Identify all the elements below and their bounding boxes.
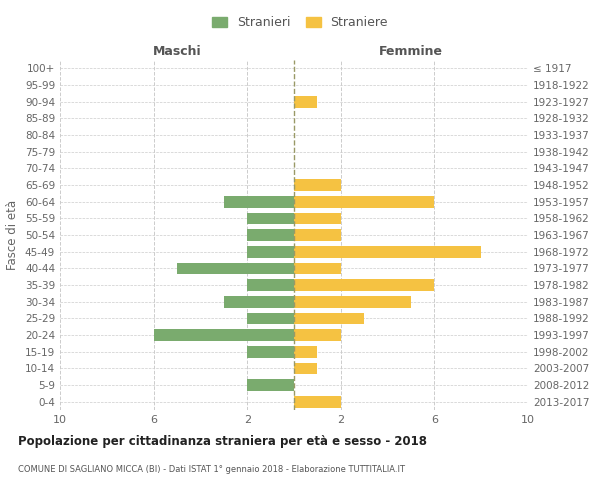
Bar	[294, 312, 364, 324]
Bar	[294, 96, 317, 108]
Legend: Stranieri, Straniere: Stranieri, Straniere	[207, 11, 393, 34]
Bar	[294, 229, 341, 241]
Bar	[294, 296, 411, 308]
Bar	[247, 379, 294, 391]
Bar	[247, 346, 294, 358]
Bar	[224, 196, 294, 207]
Y-axis label: Anni di nascita: Anni di nascita	[596, 192, 600, 278]
Text: Popolazione per cittadinanza straniera per età e sesso - 2018: Popolazione per cittadinanza straniera p…	[18, 435, 427, 448]
Bar	[294, 246, 481, 258]
Y-axis label: Fasce di età: Fasce di età	[7, 200, 19, 270]
Bar	[294, 396, 341, 407]
Bar	[294, 279, 434, 291]
Bar	[294, 262, 341, 274]
Bar	[247, 229, 294, 241]
Text: Femmine: Femmine	[379, 46, 443, 59]
Bar	[294, 179, 341, 191]
Bar	[294, 346, 317, 358]
Bar	[247, 212, 294, 224]
Text: Maschi: Maschi	[152, 46, 202, 59]
Bar	[224, 296, 294, 308]
Bar	[294, 362, 317, 374]
Bar	[247, 246, 294, 258]
Bar	[294, 196, 434, 207]
Bar	[247, 279, 294, 291]
Bar	[294, 329, 341, 341]
Bar	[247, 312, 294, 324]
Text: COMUNE DI SAGLIANO MICCA (BI) - Dati ISTAT 1° gennaio 2018 - Elaborazione TUTTIT: COMUNE DI SAGLIANO MICCA (BI) - Dati IST…	[18, 465, 405, 474]
Bar	[154, 329, 294, 341]
Bar	[294, 212, 341, 224]
Bar	[177, 262, 294, 274]
